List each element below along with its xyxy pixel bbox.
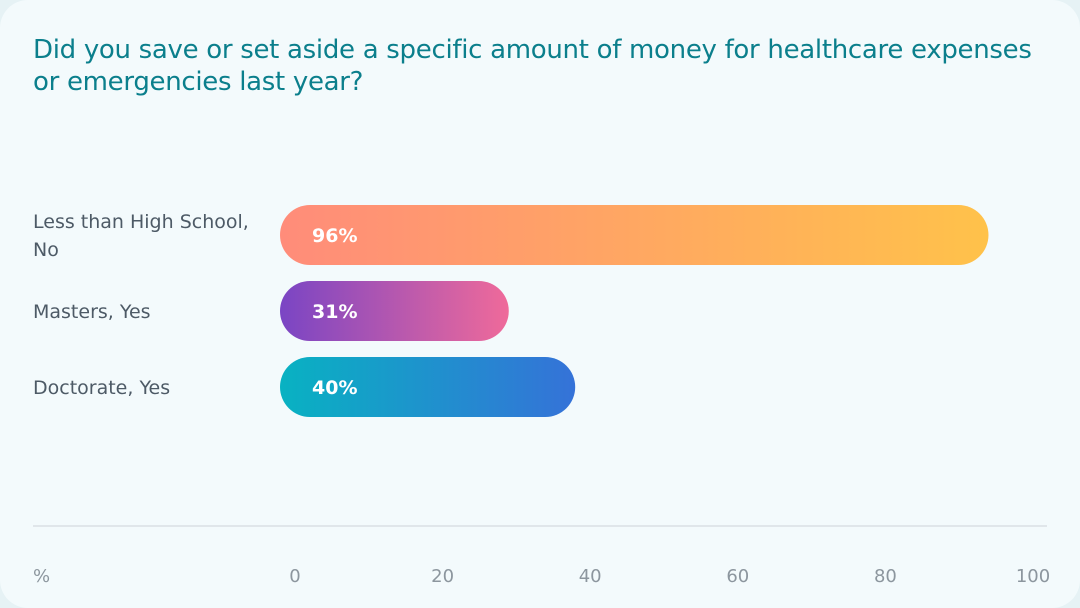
x-tick-label-0: 0 (289, 566, 300, 587)
chart-title: Did you save or set aside a specific amo… (33, 35, 1032, 97)
x-tick-label-60: 60 (726, 566, 749, 587)
axis-unit-label: % (33, 566, 50, 587)
bar-data-label-2: 40% (312, 377, 357, 399)
bar-0 (280, 205, 989, 265)
x-tick-label-80: 80 (874, 566, 897, 587)
category-label-0: Less than High School, No (33, 211, 249, 261)
x-tick-label-40: 40 (579, 566, 602, 587)
x-tick-label-20: 20 (431, 566, 454, 587)
category-label-2: Doctorate, Yes (33, 377, 170, 399)
x-tick-label-100: 100 (1016, 566, 1050, 587)
bar-data-label-0: 96% (312, 225, 357, 247)
bar-1 (280, 281, 509, 341)
axis-layer: % 0 20 40 60 80 100 (33, 525, 1050, 587)
bars-layer: 96% Less than High School, No 31% Masters, Y… (33, 205, 989, 417)
bar-2 (280, 357, 576, 417)
category-label-1: Masters, Yes (33, 301, 151, 323)
bar-data-label-1: 31% (312, 301, 357, 323)
